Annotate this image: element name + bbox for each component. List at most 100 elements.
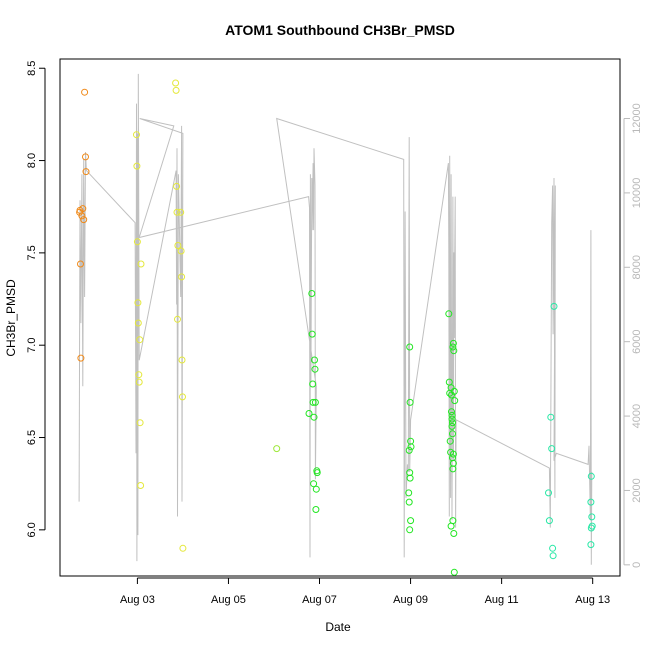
data-point <box>273 445 281 453</box>
data-point <box>448 415 456 423</box>
data-point <box>133 238 141 246</box>
data-point <box>449 343 457 351</box>
gray-line-layer <box>78 73 593 565</box>
y-axis-label: CH3Br_PMSD <box>4 279 18 357</box>
data-point <box>133 162 141 170</box>
y-tick-label: 7.5 <box>26 245 38 260</box>
right-tick-label: 6000 <box>631 329 643 353</box>
data-point <box>587 524 595 532</box>
data-point <box>588 513 596 521</box>
data-point <box>547 413 555 421</box>
data-point <box>450 347 458 355</box>
data-point <box>78 212 86 220</box>
data-point <box>450 387 458 395</box>
data-point <box>137 260 145 268</box>
data-point <box>134 319 142 327</box>
data-point <box>135 371 143 379</box>
y-tick-label: 6.0 <box>26 522 38 537</box>
data-point <box>407 443 415 451</box>
data-point <box>308 330 316 338</box>
data-point <box>173 208 181 216</box>
data-point <box>137 482 145 489</box>
data-point <box>308 290 316 297</box>
right-tick-label: 2000 <box>631 478 643 502</box>
data-point <box>449 419 456 427</box>
data-point <box>405 498 413 506</box>
data-point <box>405 446 413 454</box>
y-tick-label: 8.0 <box>26 153 38 168</box>
data-point <box>177 208 185 216</box>
data-point <box>406 343 414 351</box>
x-tick-label: Aug 05 <box>211 594 246 606</box>
data-point <box>407 517 415 525</box>
data-point <box>134 299 142 307</box>
x-tick-label: Aug 09 <box>393 594 428 606</box>
data-point <box>80 216 88 224</box>
data-point <box>310 480 318 488</box>
data-point <box>82 168 90 176</box>
data-point <box>179 393 186 401</box>
data-point <box>448 422 456 430</box>
data-point <box>79 205 87 213</box>
data-point <box>545 517 553 525</box>
x-axis-label: Date <box>325 620 351 634</box>
data-point <box>548 445 556 453</box>
data-point <box>406 474 414 482</box>
data-point <box>449 430 456 438</box>
chart-title: ATOM1 Southbound CH3Br_PMSD <box>225 22 455 38</box>
data-point <box>406 526 414 534</box>
data-point <box>406 398 414 406</box>
data-point <box>136 419 144 427</box>
data-point <box>312 506 320 513</box>
data-point <box>587 472 595 480</box>
data-point <box>173 182 181 190</box>
data-point <box>587 541 595 549</box>
data-point <box>133 131 140 139</box>
data-point <box>545 489 552 497</box>
data-point <box>82 153 89 161</box>
data-point <box>172 79 180 87</box>
x-tick-label: Aug 11 <box>485 594 519 606</box>
right-tick-label: 12000 <box>631 103 643 134</box>
data-point <box>311 356 318 364</box>
data-point <box>178 273 186 281</box>
data-point <box>177 247 185 255</box>
data-point <box>309 398 317 406</box>
data-point <box>450 530 458 537</box>
right-tick-label: 8000 <box>631 255 643 279</box>
data-point <box>310 413 318 421</box>
right-tick-label: 0 <box>631 562 643 568</box>
data-point <box>309 380 317 388</box>
data-point <box>179 544 187 552</box>
data-point <box>77 354 85 362</box>
data-point <box>587 498 595 506</box>
axes-layer: 6.0 6.5 7.0 7.5 8.0 8.5 Aug 03 Aug 05 Aug 07 Aug … <box>26 61 643 606</box>
points-layer <box>76 79 596 576</box>
data-point <box>450 568 458 576</box>
data-point <box>550 302 558 310</box>
data-point <box>449 459 457 467</box>
data-point <box>445 310 453 318</box>
data-point <box>312 485 320 493</box>
y-tick-label: 8.5 <box>26 61 38 76</box>
right-tick-label: 4000 <box>631 404 643 428</box>
data-point <box>448 411 456 419</box>
data-point <box>174 242 182 249</box>
y-tick-label: 7.0 <box>26 338 38 353</box>
data-point <box>174 315 181 323</box>
data-point <box>135 378 143 386</box>
plot-area <box>59 58 621 577</box>
data-point <box>311 365 319 373</box>
data-point <box>405 489 413 497</box>
data-point <box>448 408 455 416</box>
data-point <box>77 260 84 268</box>
data-point <box>178 356 186 364</box>
x-tick-label: Aug 07 <box>302 594 337 606</box>
data-point <box>305 410 313 417</box>
right-tick-label: 10000 <box>631 178 643 209</box>
y-tick-label: 6.5 <box>26 430 38 445</box>
data-point <box>449 339 457 347</box>
data-point <box>136 336 144 344</box>
data-point <box>446 437 454 445</box>
